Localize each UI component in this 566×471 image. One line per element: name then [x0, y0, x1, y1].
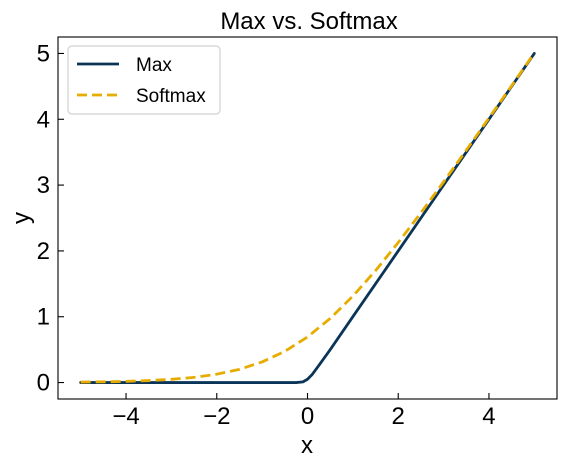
series-line-softmax [80, 52, 536, 384]
series-layer [79, 52, 536, 384]
y-tick-label: 2 [37, 238, 50, 265]
y-tick-label: 3 [37, 172, 50, 199]
y-tick-label: 0 [37, 370, 50, 397]
legend: Max Softmax [67, 45, 221, 115]
x-tick-label: −2 [203, 403, 230, 430]
y-axis-label: y [8, 212, 35, 224]
y-tick-label: 1 [37, 304, 50, 331]
chart-title: Max vs. Softmax [220, 8, 397, 35]
y-tick-label: 5 [37, 40, 50, 67]
y-tick-label: 4 [37, 106, 50, 133]
y-axis-ticks: 0 1 2 3 4 5 [37, 40, 64, 397]
x-tick-label: 4 [482, 403, 495, 430]
x-axis-label: x [301, 432, 313, 459]
x-axis-ticks: −4 −2 0 2 4 [112, 393, 496, 430]
x-tick-label: −4 [112, 403, 139, 430]
legend-label-max: Max [136, 55, 172, 76]
legend-label-softmax: Softmax [136, 86, 206, 107]
x-tick-label: 0 [301, 403, 314, 430]
x-tick-label: 2 [392, 403, 405, 430]
